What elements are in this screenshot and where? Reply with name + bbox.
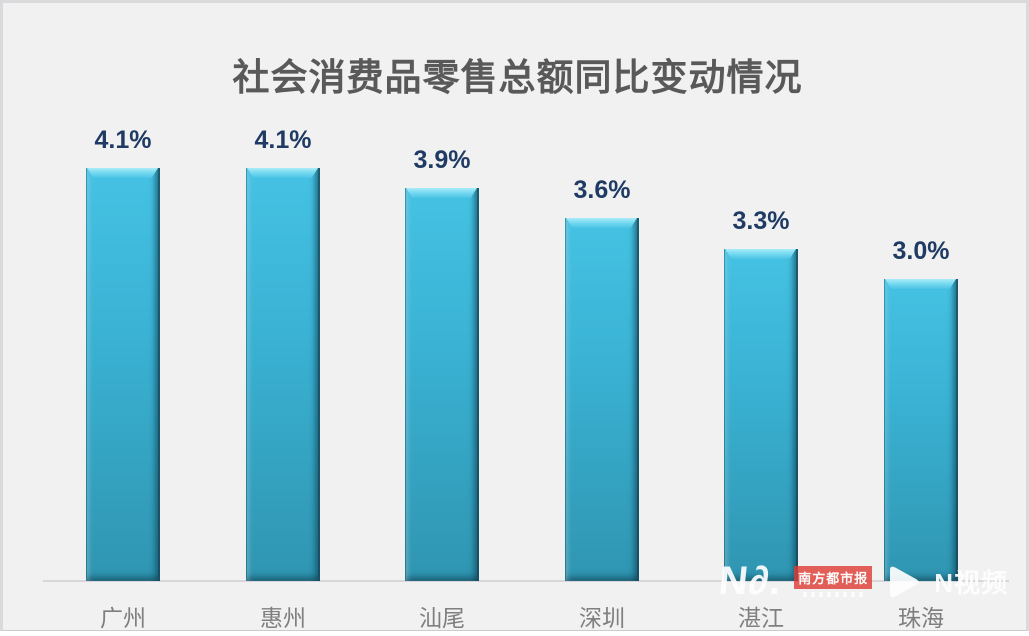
category-label-珠海: 珠海: [898, 605, 944, 631]
category-label-广州: 广州: [100, 605, 146, 631]
bar-珠海: [884, 279, 958, 581]
category-label-湛江: 湛江: [738, 605, 784, 631]
play-icon: [890, 566, 919, 597]
value-label-汕尾: 3.9%: [413, 146, 471, 174]
value-label-珠海: 3.0%: [892, 237, 950, 265]
press-logo-block: 南方都市报: [794, 566, 873, 597]
value-label-湛江: 3.3%: [732, 207, 790, 235]
press-name-badge: 南方都市报: [794, 566, 873, 589]
nvideo-label: N视频: [934, 568, 1008, 598]
value-label-广州: 4.1%: [94, 126, 152, 154]
press-tagline-illegible: [803, 592, 864, 597]
x-axis-line: [43, 580, 1009, 582]
bar-汕尾: [405, 188, 479, 581]
category-label-惠州: 惠州: [260, 605, 306, 631]
category-label-深圳: 深圳: [579, 605, 625, 631]
value-label-惠州: 4.1%: [254, 126, 312, 154]
value-label-深圳: 3.6%: [573, 176, 631, 204]
chart-title: 社会消费品零售总额同比变动情况: [232, 57, 803, 98]
watermark: N∂. 南方都市报 N视频: [717, 559, 1008, 604]
nandu-logo: N∂.: [717, 559, 785, 603]
bar-惠州: [246, 168, 320, 581]
bar-深圳: [565, 218, 639, 581]
bar-广州: [86, 168, 160, 581]
category-label-汕尾: 汕尾: [419, 605, 465, 631]
bar-湛江: [724, 249, 798, 581]
plot-area: 4.1% 广州 4.1% 惠州 3.9% 汕尾 3.6% 深圳 3.3% 湛江 3.0% 珠海: [3, 3, 1029, 636]
